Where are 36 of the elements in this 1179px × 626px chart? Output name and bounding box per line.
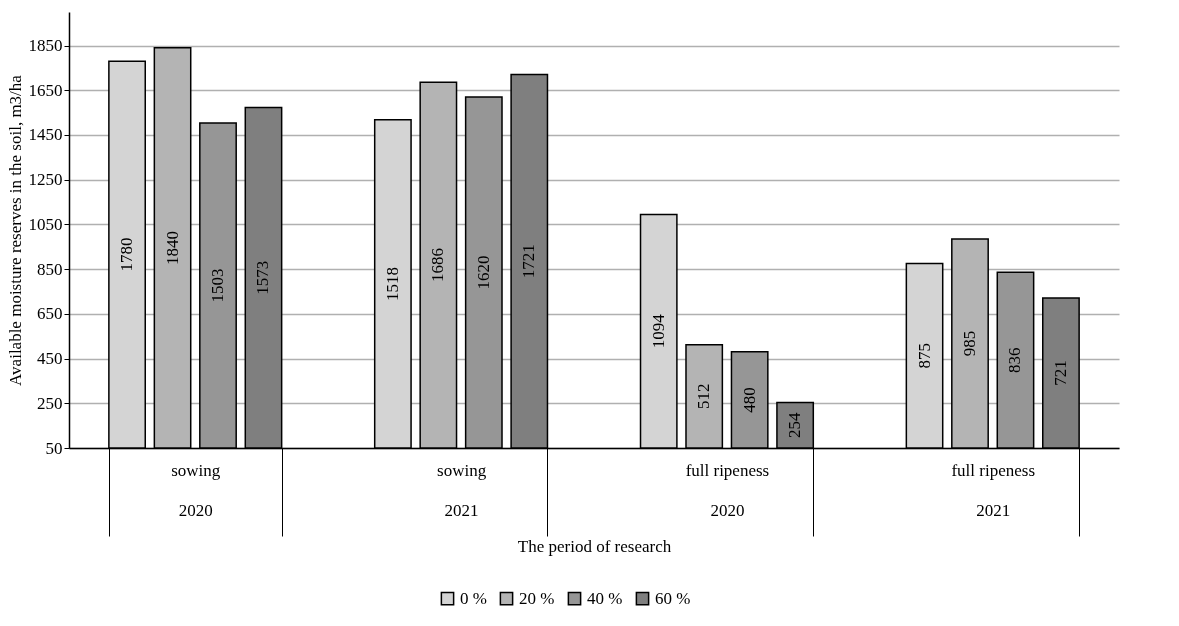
legend-label: 20 % bbox=[519, 588, 555, 608]
y-axis-title: Available moisture reserves in the soil, m3/ha bbox=[5, 74, 25, 386]
y-tick-label: 850 bbox=[37, 259, 63, 279]
y-tick-label: 450 bbox=[37, 349, 63, 369]
data-label: 254 bbox=[785, 411, 805, 438]
y-tick-label: 1250 bbox=[28, 170, 63, 190]
data-label: 1620 bbox=[473, 255, 493, 290]
data-label: 836 bbox=[1005, 347, 1025, 373]
data-label: 1686 bbox=[428, 248, 448, 283]
data-label: 985 bbox=[960, 330, 979, 357]
data-label: 1573 bbox=[253, 260, 273, 295]
y-tick-label: 1850 bbox=[28, 36, 63, 56]
data-label: 1780 bbox=[117, 237, 137, 272]
data-label: 1518 bbox=[382, 266, 402, 301]
data-label: 1840 bbox=[162, 230, 182, 265]
data-label: 1503 bbox=[208, 268, 227, 303]
data-label: 1721 bbox=[519, 244, 539, 279]
data-label: 480 bbox=[739, 387, 759, 413]
data-label: 875 bbox=[914, 343, 934, 369]
category-label: sowing 2020 bbox=[171, 460, 221, 520]
category-label: full ripeness 2020 bbox=[685, 460, 770, 520]
data-label: 721 bbox=[1050, 360, 1070, 386]
y-tick-label: 50 bbox=[45, 438, 63, 458]
x-axis-title: The period of research bbox=[517, 537, 672, 556]
y-tick-label: 1450 bbox=[28, 125, 63, 145]
category-label: full ripeness 2021 bbox=[951, 460, 1036, 520]
y-tick-label: 1050 bbox=[28, 214, 63, 234]
data-label: 1094 bbox=[648, 313, 668, 349]
legend-label: 40 % bbox=[587, 588, 623, 608]
y-tick-label: 1650 bbox=[28, 80, 63, 100]
y-tick-label: 650 bbox=[37, 304, 63, 324]
legend-label: 0 % bbox=[460, 588, 487, 608]
category-label: sowing 2021 bbox=[437, 460, 487, 520]
legend-label: 60 % bbox=[655, 588, 691, 608]
y-tick-label: 250 bbox=[37, 393, 63, 413]
data-label: 512 bbox=[694, 383, 714, 410]
